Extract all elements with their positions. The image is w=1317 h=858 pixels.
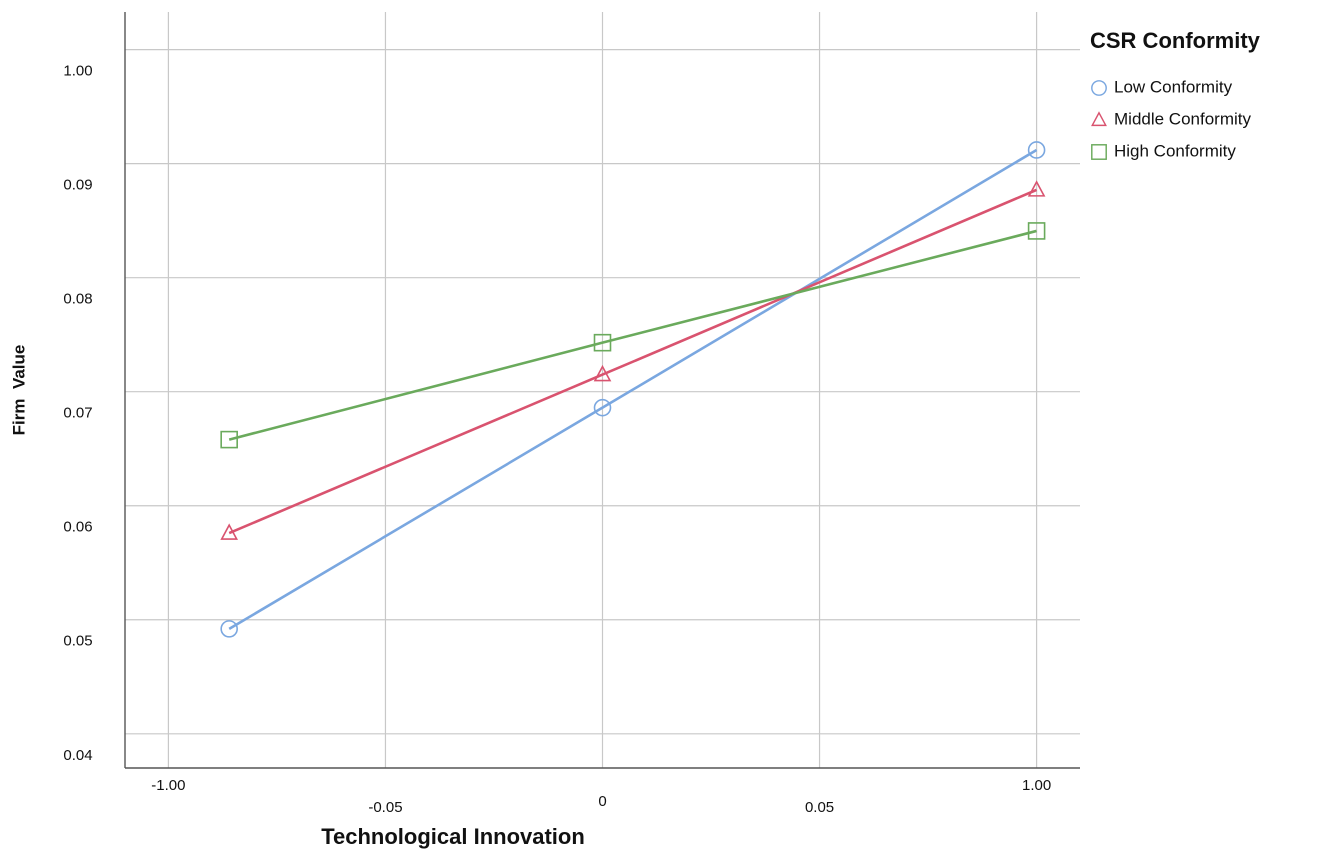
marker	[593, 398, 612, 417]
y-tick-label: 0.09	[63, 177, 92, 194]
marker	[220, 523, 239, 540]
legend-marker	[1091, 144, 1107, 160]
marker	[1027, 222, 1046, 240]
marker	[220, 430, 238, 449]
legend-marker	[1091, 111, 1107, 127]
y-tick-label: 0.07	[63, 405, 92, 422]
marker	[1027, 141, 1046, 159]
y-tick-label: 1.00	[63, 63, 92, 80]
x-tick-label: -0.05	[368, 799, 402, 816]
x-axis-label: Technological Innovation	[321, 824, 585, 849]
y-axis-label: Firm Value	[9, 345, 28, 436]
legend-label: Low Conformity	[1114, 77, 1233, 96]
legend-label: Middle Conformity	[1114, 109, 1251, 128]
x-tick-label: -1.00	[151, 777, 185, 794]
series-line	[228, 229, 1037, 441]
series-line	[228, 148, 1038, 631]
x-tick-label: 0	[598, 793, 606, 810]
y-tick-label: 0.04	[63, 747, 92, 764]
marker	[220, 620, 238, 638]
marker	[593, 333, 612, 352]
y-tick-label: 0.06	[63, 519, 92, 536]
legend-marker	[1091, 80, 1107, 96]
marker	[1027, 180, 1046, 197]
legend-title: CSR Conformity	[1090, 28, 1261, 53]
legend-label: High Conformity	[1114, 141, 1236, 160]
marker	[593, 364, 612, 382]
series-line	[228, 188, 1038, 535]
x-tick-label: 1.00	[1022, 777, 1051, 794]
x-tick-label: 0.05	[805, 799, 834, 816]
y-tick-label: 0.05	[63, 633, 92, 650]
y-tick-label: 0.08	[63, 291, 92, 308]
